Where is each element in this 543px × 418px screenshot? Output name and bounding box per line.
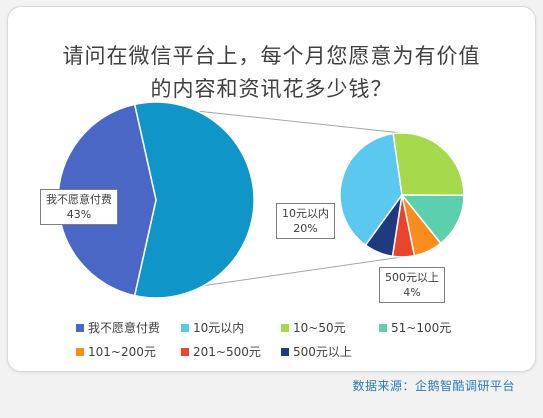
legend-item: 我不愿意付费	[76, 320, 160, 336]
data-label-no-pay: 我不愿意付费 43%	[40, 189, 118, 225]
pie-slice-pay-aggregate	[133, 101, 255, 299]
chart-title: 请问在微信平台上，每个月您愿意为有价值 的内容和资讯花多少钱？	[0, 40, 543, 106]
data-label-no-pay-value: 43%	[66, 208, 92, 221]
legend-item: 51~100元	[379, 320, 451, 336]
data-label-under-10: 10元以内 20%	[276, 203, 335, 239]
chart-title-line-1: 请问在微信平台上，每个月您愿意为有价值	[62, 44, 481, 68]
legend-item: 10~50元	[281, 320, 346, 336]
legend-label: 500元以上	[293, 345, 352, 359]
legend-label: 我不愿意付费	[88, 321, 161, 335]
legend-swatch-icon	[76, 324, 84, 332]
legend-swatch-icon	[181, 324, 189, 332]
sub-pie-slice-6	[364, 194, 403, 258]
legend-item: 500元以上	[281, 344, 352, 360]
sub-pie-slice-1	[339, 132, 403, 247]
data-source-note: 数据来源：企鹅智酷调研平台	[352, 379, 515, 393]
chart-title-line-2: 的内容和资讯花多少钱？	[150, 77, 393, 101]
legend-swatch-icon	[76, 348, 84, 356]
data-label-over-500: 500元以上 4%	[379, 267, 445, 303]
legend-item: 101~200元	[76, 344, 156, 360]
data-label-under-10-value: 20%	[293, 222, 318, 235]
sub-pie-slice-3	[400, 194, 465, 245]
legend-swatch-icon	[181, 348, 189, 356]
legend-swatch-icon	[281, 348, 289, 356]
legend-label: 101~200元	[88, 345, 156, 359]
legend-label: 201~500元	[193, 345, 261, 359]
legend-label: 10~50元	[293, 321, 346, 335]
legend-swatch-icon	[281, 324, 289, 332]
legend-label: 51~100元	[391, 321, 452, 335]
data-label-no-pay-name: 我不愿意付费	[46, 193, 112, 206]
data-label-under-10-name: 10元以内	[282, 207, 329, 220]
data-label-over-500-name: 500元以上	[385, 271, 439, 284]
sub-pie-slice-2	[392, 132, 465, 197]
legend-item: 10元以内	[181, 320, 244, 336]
legend-label: 10元以内	[193, 321, 245, 335]
data-label-over-500-value: 4%	[403, 286, 421, 299]
legend-item: 201~500元	[181, 344, 261, 360]
legend-swatch-icon	[379, 324, 387, 332]
